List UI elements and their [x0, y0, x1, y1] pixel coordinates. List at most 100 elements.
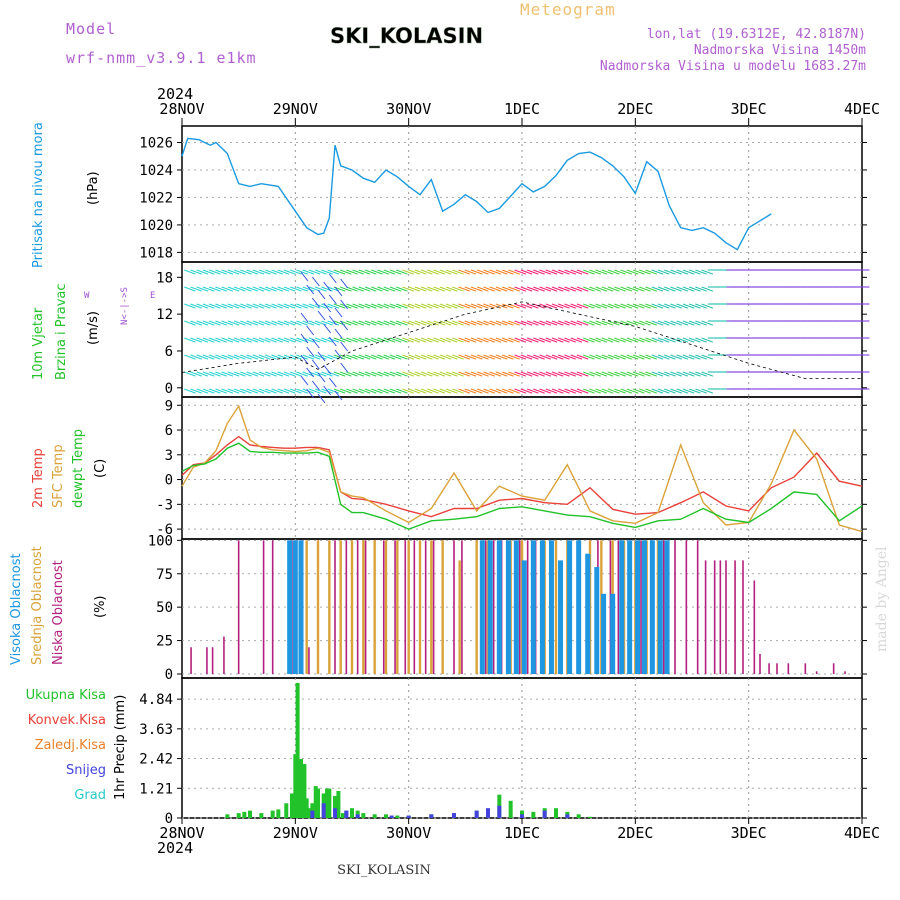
- low-cloud-bar: [832, 663, 835, 674]
- wind-barb: [558, 388, 570, 394]
- wind-barb: [277, 337, 290, 343]
- wind-barb: [377, 269, 389, 275]
- wind-barb: [589, 269, 601, 275]
- wind-barb: [358, 303, 371, 309]
- wind-barb: [676, 269, 689, 275]
- low-cloud-bar: [696, 540, 699, 674]
- high-cloud-bar: [521, 560, 527, 674]
- wind-barb: [377, 303, 389, 309]
- low-cloud-bar: [662, 540, 665, 674]
- wind-barb: [290, 388, 302, 394]
- wind-barb: [389, 388, 402, 394]
- wind-barb: [184, 354, 196, 360]
- wind-barb: [688, 320, 701, 326]
- wind-barb: [595, 371, 608, 377]
- wind-barb: [489, 303, 502, 309]
- wind-barb: [314, 337, 327, 343]
- wind-barb: [576, 354, 589, 360]
- high-cloud-bar: [657, 540, 663, 674]
- low-cloud-bar: [787, 663, 790, 674]
- wind-barb: [283, 371, 296, 377]
- wind-barb: [514, 354, 527, 360]
- wind-barb: [626, 337, 639, 343]
- mid-cloud-bar: [373, 540, 376, 674]
- wind-barb: [495, 269, 508, 275]
- wind-barb: [402, 337, 414, 343]
- compass-n: N: [120, 320, 130, 325]
- wind-barb: [564, 303, 576, 309]
- wind-barb: [227, 286, 240, 292]
- wind-barb: [377, 320, 389, 326]
- wind-barb: [302, 286, 315, 292]
- wind-barb: [308, 354, 321, 360]
- wind-barb: [414, 371, 427, 377]
- wind-barb: [501, 303, 514, 309]
- wind-barb: [695, 320, 707, 326]
- pressure-ylabel: Pritisak na nivou mora: [31, 122, 46, 268]
- wind-barb: [327, 388, 340, 394]
- wind-barb: [676, 354, 689, 360]
- snow-precip-bar: [520, 814, 524, 818]
- wind-barb: [321, 371, 333, 377]
- wind-barb-tangle: [311, 338, 320, 349]
- wind-barb: [645, 354, 657, 360]
- total-precip-bar: [302, 763, 307, 818]
- mid-cloud-bar: [339, 540, 342, 674]
- wind-barb: [539, 371, 552, 377]
- wind-barb: [551, 388, 564, 394]
- wind-barb: [233, 303, 246, 309]
- y-tick-label: 50: [156, 600, 173, 616]
- wind-barb: [632, 303, 645, 309]
- wind-barb: [558, 303, 570, 309]
- wind-barb: [383, 303, 396, 309]
- wind-barb: [651, 286, 664, 292]
- wind-barb: [377, 286, 389, 292]
- wind-barb: [377, 388, 389, 394]
- wind-barb: [526, 269, 539, 275]
- wind-barb: [458, 371, 470, 377]
- wind-barb: [339, 320, 352, 326]
- wind-barb: [682, 388, 695, 394]
- wind-barb: [427, 320, 439, 326]
- wind-barb: [377, 354, 389, 360]
- wind-barb: [246, 388, 259, 394]
- wind-barb: [657, 371, 670, 377]
- high-cloud-bar: [601, 593, 607, 674]
- y-tick-label: 2.42: [139, 752, 173, 768]
- wind-barb: [551, 303, 564, 309]
- wind-barb: [190, 371, 202, 377]
- high-cloud-bar: [635, 540, 641, 674]
- compass-arrow-right: ->: [120, 292, 130, 303]
- wind-barb: [520, 269, 533, 275]
- low-cloud-bar: [753, 580, 756, 674]
- model-label: Model: [66, 20, 116, 38]
- wind-barb: [277, 286, 290, 292]
- wind-barb: [533, 286, 545, 292]
- wind-barb-tangle: [323, 281, 332, 292]
- y-tick-label: 18: [156, 270, 173, 286]
- low-cloud-bar: [713, 560, 716, 674]
- wind-barb: [445, 337, 458, 343]
- compass-e: E: [150, 291, 155, 301]
- wind-barb: [383, 388, 396, 394]
- wind-barb-tangle: [317, 372, 326, 383]
- wind-barb: [346, 320, 358, 326]
- wind-barb: [221, 320, 234, 326]
- wind-barb: [271, 354, 283, 360]
- wind-barb: [664, 303, 676, 309]
- wind-barb: [545, 371, 558, 377]
- wind-barb: [215, 320, 227, 326]
- wind-barb: [202, 320, 215, 326]
- cloud-ylabel-2: Srednja Oblacnost: [30, 546, 45, 665]
- wind-barb: [314, 388, 327, 394]
- high-cloud-bar: [548, 540, 554, 674]
- wind-barb: [346, 371, 358, 377]
- wind-barb: [364, 269, 377, 275]
- wind-barb: [196, 320, 209, 326]
- wind-barb: [377, 371, 389, 377]
- y-tick-label: 0: [165, 667, 173, 683]
- y-tick-label: 9: [165, 398, 173, 414]
- wind-barb: [483, 388, 495, 394]
- low-cloud-bar: [815, 671, 818, 674]
- wind-barb: [614, 354, 626, 360]
